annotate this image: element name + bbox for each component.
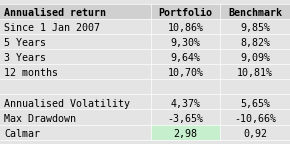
Bar [0,34,290,49]
Text: 10,81%: 10,81% [237,68,273,78]
Bar [0,64,290,79]
Text: Max Drawdown: Max Drawdown [4,114,76,124]
Text: -3,65%: -3,65% [168,114,204,124]
Text: Calmar: Calmar [4,129,40,139]
Bar [0,94,290,109]
Text: 5 Years: 5 Years [4,38,46,48]
Bar [151,125,220,140]
Text: Since 1 Jan 2007: Since 1 Jan 2007 [4,23,100,33]
Text: 5,65%: 5,65% [240,99,270,109]
Bar [0,19,290,34]
Text: 9,09%: 9,09% [240,53,270,63]
Text: 0,92: 0,92 [243,129,267,139]
Text: 2,98: 2,98 [174,129,197,139]
Text: 9,64%: 9,64% [171,53,201,63]
Text: Annualised return: Annualised return [4,8,106,18]
Text: -10,66%: -10,66% [234,114,276,124]
Text: 9,30%: 9,30% [171,38,201,48]
Text: 3 Years: 3 Years [4,53,46,63]
Text: Portfolio: Portfolio [159,8,213,18]
Bar [0,49,290,64]
Bar [0,79,290,94]
Text: 10,70%: 10,70% [168,68,204,78]
Bar [0,109,290,125]
Bar [0,125,290,140]
Text: 12 months: 12 months [4,68,58,78]
Text: Benchmark: Benchmark [228,8,282,18]
Text: 4,37%: 4,37% [171,99,201,109]
Text: 10,86%: 10,86% [168,23,204,33]
Text: 9,85%: 9,85% [240,23,270,33]
Bar [0,4,290,19]
Text: Annualised Volatility: Annualised Volatility [4,99,130,109]
Text: 8,82%: 8,82% [240,38,270,48]
